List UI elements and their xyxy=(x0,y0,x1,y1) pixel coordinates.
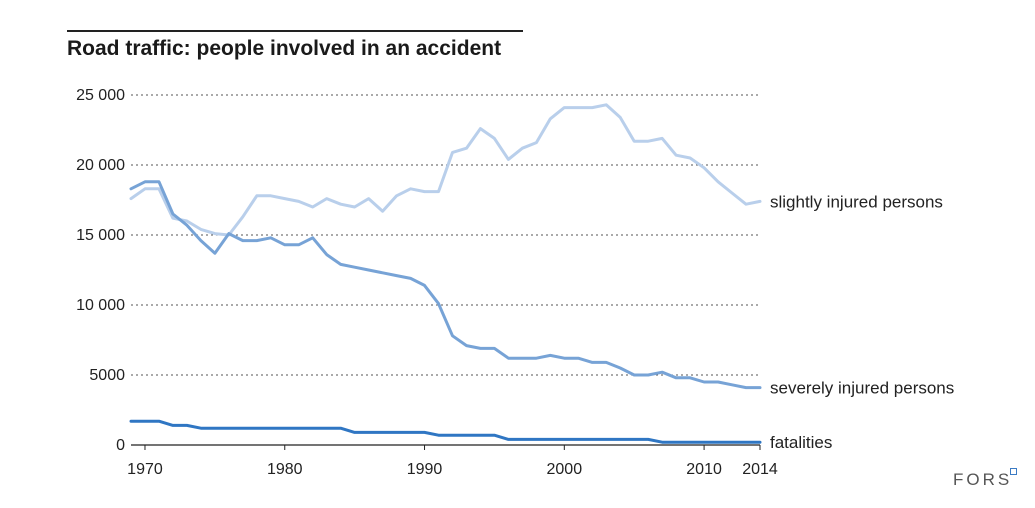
x-tick-label: 2014 xyxy=(742,461,778,478)
x-tick-label: 2010 xyxy=(686,461,722,478)
y-tick-label: 20 000 xyxy=(76,157,125,174)
grid-lines xyxy=(131,94,760,446)
series-label-slightly: slightly injured persons xyxy=(770,192,943,211)
series-label-severely: severely injured persons xyxy=(770,379,954,398)
series-line-slightly xyxy=(129,103,762,237)
y-tick-label: 25 000 xyxy=(76,87,125,104)
series-line-fatalities xyxy=(129,419,762,444)
y-tick-label: 10 000 xyxy=(76,297,125,314)
logo-square-icon xyxy=(1010,468,1017,475)
series-label-fatalities: fatalities xyxy=(770,433,832,452)
x-tick-labels: 1970 1980 1990 2000 2010 2014 xyxy=(127,445,778,478)
title-rule xyxy=(67,30,523,32)
y-tick-labels: 0 5000 10 000 15 000 20 000 25 000 xyxy=(76,87,125,454)
series-labels: slightly injured persons severely injured… xyxy=(770,192,954,452)
x-tick-label: 2000 xyxy=(547,461,583,478)
fors-logo: FORS xyxy=(953,470,1013,489)
y-tick-label: 15 000 xyxy=(76,227,125,244)
y-tick-label: 0 xyxy=(116,437,125,454)
x-tick-label: 1990 xyxy=(407,461,443,478)
series-line-severely xyxy=(129,180,762,390)
series-lines xyxy=(129,103,762,444)
x-tick-label: 1970 xyxy=(127,461,163,478)
x-tick-label: 1980 xyxy=(267,461,303,478)
chart-title: Road traffic: people involved in an acci… xyxy=(67,37,502,60)
y-tick-label: 5000 xyxy=(89,367,125,384)
